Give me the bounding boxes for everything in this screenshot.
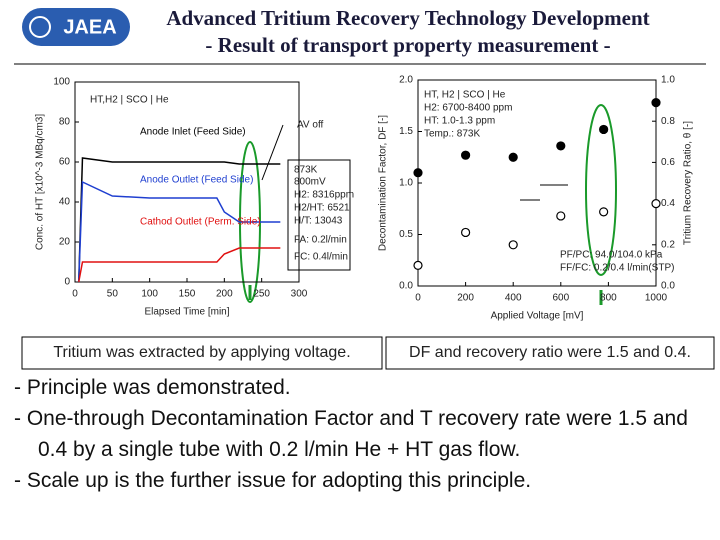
y2-tick-label: 0.8 <box>661 116 675 127</box>
y-tick-label: 0.0 <box>399 281 413 292</box>
annotation: H/T: 13043 <box>294 216 343 227</box>
slide-graphics: JAEA Advanced Tritium Recovery Technolog… <box>14 6 715 370</box>
series-label: Cathod Outlet (Perm. Side) <box>140 217 261 228</box>
slide-title: Advanced Tritium Recovery Technology Dev… <box>166 6 649 30</box>
x-tick-label: 250 <box>253 289 270 300</box>
x-tick-label: 300 <box>291 289 308 300</box>
x-tick-label: 150 <box>179 289 196 300</box>
marker <box>599 207 609 217</box>
highlight <box>585 104 617 276</box>
y2-tick-label: 1.0 <box>661 75 675 86</box>
caption: Tritium was extracted by applying voltag… <box>53 344 350 361</box>
line <box>77 247 281 283</box>
bullet: - Scale up is the further issue for adop… <box>14 469 532 492</box>
annotation: 873K <box>294 165 318 176</box>
y-tick-label: 100 <box>53 77 70 88</box>
marker <box>556 211 566 221</box>
y-tick-label: 20 <box>59 237 71 248</box>
condition-box <box>287 159 351 271</box>
caption-box <box>21 336 383 370</box>
x-axis-label: Elapsed Time [min] <box>144 307 229 318</box>
marker <box>508 240 518 250</box>
marker <box>508 152 518 162</box>
logo: JAEA <box>63 16 116 38</box>
logo-mark <box>29 16 51 38</box>
y-tick-label: 80 <box>59 117 71 128</box>
marker <box>413 260 423 270</box>
caption-box <box>385 336 715 370</box>
y-axis-label: Decontamination Factor, DF [-] <box>378 115 389 251</box>
x-tick-label: 100 <box>141 289 158 300</box>
x-tick-label: 1000 <box>645 293 668 304</box>
marker <box>461 227 471 238</box>
annotation: HT,H2 | SCO | He <box>90 95 169 106</box>
y2-axis-label: Tritium Recovery Ratio, θ [-] <box>683 121 694 245</box>
series-label: Anode Inlet (Feed Side) <box>140 127 246 138</box>
y2-tick-label: 0.2 <box>661 239 675 250</box>
y-tick-label: 2.0 <box>399 75 413 86</box>
x-tick-label: 200 <box>457 293 474 304</box>
x-tick-label: 0 <box>72 289 78 300</box>
x-tick-label: 50 <box>107 289 119 300</box>
x-axis-label: Applied Voltage [mV] <box>491 311 584 322</box>
y2-tick-label: 0.6 <box>661 157 675 168</box>
line <box>77 180 281 283</box>
y-tick-label: 1.0 <box>399 178 413 189</box>
annotation: HT: 1.0-1.3 ppm <box>424 116 495 127</box>
annotation: FF/FC: 0.2/0.4 l/min(STP) <box>560 263 674 274</box>
bullet: - Principle was demonstrated. <box>14 376 291 399</box>
x-tick-label: 200 <box>216 289 233 300</box>
x-tick-label: 800 <box>600 293 617 304</box>
marker <box>651 199 661 209</box>
annotation: 800mV <box>294 177 326 188</box>
y-tick-label: 40 <box>59 197 71 208</box>
annotation: Temp.: 873K <box>424 129 480 140</box>
x-tick-label: 0 <box>415 293 421 304</box>
annotation: H2: 6700-8400 ppm <box>424 103 512 114</box>
annotation: AV off <box>297 120 324 131</box>
y2-tick-label: 0.4 <box>661 198 675 209</box>
x-tick-label: 400 <box>505 293 522 304</box>
y-axis-label: Conc. of HT [x10^-3 MBq/cm3] <box>35 114 46 250</box>
annotation: H2: 8316ppm <box>294 190 354 201</box>
annotation: FC: 0.4l/min <box>294 252 348 263</box>
marker <box>651 98 661 108</box>
marker <box>599 124 609 135</box>
annotation: PF/PC: 94.0/104.0 kPa <box>560 250 663 261</box>
marker <box>556 141 566 151</box>
y-tick-label: 0.5 <box>399 229 413 240</box>
y-tick-label: 0 <box>64 277 70 288</box>
annotation: HT, H2 | SCO | He <box>424 90 506 101</box>
line <box>77 157 281 283</box>
caption: DF and recovery ratio were 1.5 and 0.4. <box>409 344 691 361</box>
marker <box>461 150 471 160</box>
y-tick-label: 60 <box>59 157 71 168</box>
bullet: - One-through Decontamination Factor and… <box>14 407 688 461</box>
y-tick-label: 1.5 <box>399 126 413 137</box>
bullets: - Principle was demonstrated. - One-thro… <box>14 372 704 496</box>
marker <box>413 168 423 178</box>
annotation: H2/HT: 6521 <box>294 203 350 214</box>
pointer <box>261 124 284 181</box>
annotation: FA: 0.2l/min <box>294 235 347 246</box>
y2-tick-label: 0.0 <box>661 281 675 292</box>
slide-subtitle: - Result of transport property measureme… <box>205 33 610 57</box>
series-label: Anode Outlet (Feed Side) <box>140 175 253 186</box>
x-tick-label: 600 <box>552 293 569 304</box>
logo-badge <box>22 8 130 46</box>
